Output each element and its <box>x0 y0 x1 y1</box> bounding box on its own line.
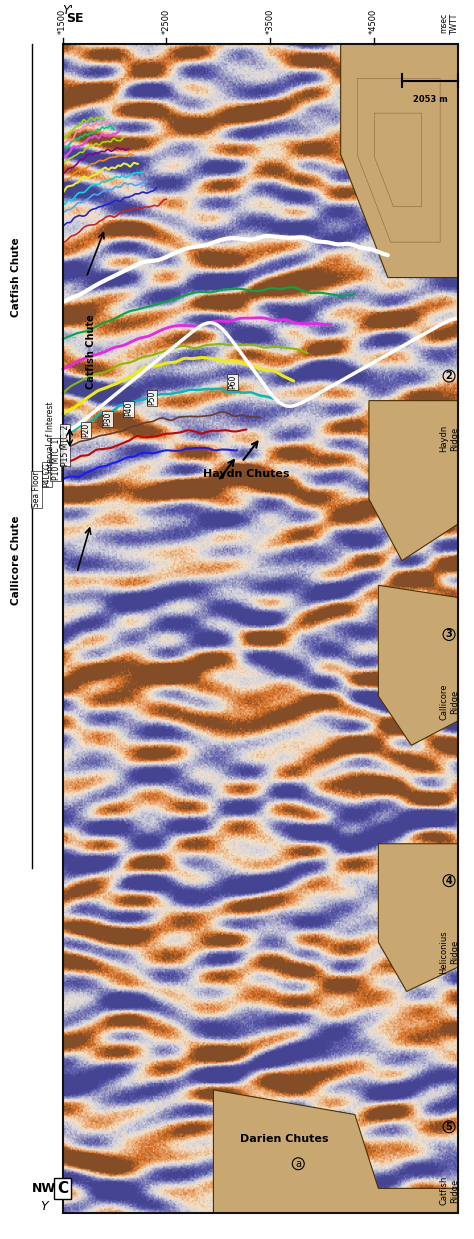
Text: *4500: *4500 <box>369 9 378 33</box>
Text: Haydn
Ridge: Haydn Ridge <box>439 425 459 452</box>
Polygon shape <box>369 400 458 560</box>
Text: a: a <box>295 1158 301 1168</box>
Text: Y: Y <box>40 1201 47 1213</box>
Bar <box>63 43 458 1213</box>
Text: Heliconius
Ridge: Heliconius Ridge <box>439 930 459 974</box>
Text: Sea Floor: Sea Floor <box>32 471 41 507</box>
Text: Darien Chutes: Darien Chutes <box>240 1134 328 1144</box>
Text: P10 MTC_1: P10 MTC_1 <box>51 439 60 481</box>
Text: 4: 4 <box>446 876 452 886</box>
Text: Catfish
Ridge: Catfish Ridge <box>439 1176 459 1206</box>
Text: P20: P20 <box>82 422 91 437</box>
Text: msec
TWTT: msec TWTT <box>439 12 458 33</box>
Text: C: C <box>57 1181 68 1196</box>
Text: Haydn Chutes: Haydn Chutes <box>203 470 290 479</box>
Text: *2500: *2500 <box>162 9 171 33</box>
Text: Catfish Chute: Catfish Chute <box>86 315 96 389</box>
Text: P4LCC: P4LCC <box>43 462 52 487</box>
Text: Interval of Interest: Interval of Interest <box>46 401 55 473</box>
Polygon shape <box>378 844 458 991</box>
Text: Catfish Chute: Catfish Chute <box>10 238 20 317</box>
Text: *1500: *1500 <box>58 9 67 33</box>
Text: P40: P40 <box>124 403 133 416</box>
Text: Callicore
Ridge: Callicore Ridge <box>439 684 459 720</box>
Text: Y': Y' <box>62 4 73 16</box>
Text: Callicore Chute: Callicore Chute <box>10 515 20 606</box>
Text: 3: 3 <box>446 629 452 639</box>
Polygon shape <box>213 1090 458 1213</box>
Polygon shape <box>378 585 458 746</box>
Text: 2053 m: 2053 m <box>413 95 447 104</box>
Text: 5: 5 <box>446 1121 452 1132</box>
Text: P50: P50 <box>148 392 157 405</box>
Text: 2: 2 <box>446 370 452 382</box>
Text: P15 MTC_2: P15 MTC_2 <box>61 424 70 466</box>
Text: *3500: *3500 <box>265 9 274 33</box>
Polygon shape <box>341 43 458 278</box>
Text: P30: P30 <box>103 411 112 426</box>
Text: P60: P60 <box>228 375 237 389</box>
Text: NW: NW <box>32 1182 56 1194</box>
Text: SE: SE <box>66 12 83 25</box>
